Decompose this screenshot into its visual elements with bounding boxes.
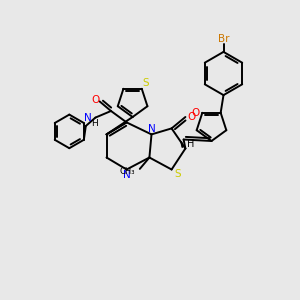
Text: CH₃: CH₃ <box>120 167 135 176</box>
Text: N: N <box>84 112 92 123</box>
Text: N: N <box>123 170 130 180</box>
Text: S: S <box>142 78 149 88</box>
Text: O: O <box>187 112 196 122</box>
Text: O: O <box>192 108 200 118</box>
Text: N: N <box>148 124 155 134</box>
Text: H: H <box>187 139 194 149</box>
Text: H: H <box>92 118 98 127</box>
Text: O: O <box>91 95 99 105</box>
Text: S: S <box>174 169 181 179</box>
Text: Br: Br <box>218 34 229 44</box>
